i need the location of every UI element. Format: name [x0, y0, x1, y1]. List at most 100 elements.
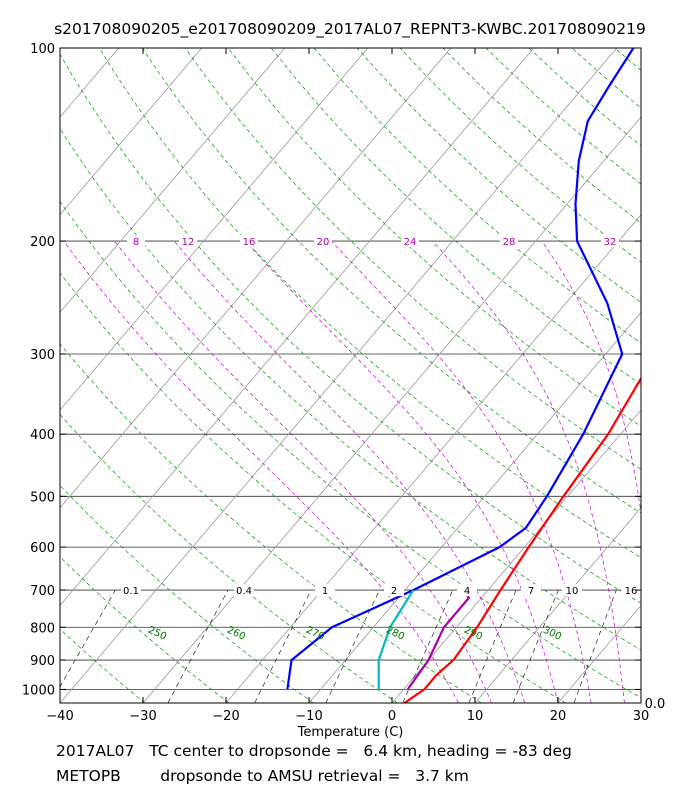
profile-line-1 — [403, 376, 641, 703]
mixing-ratio-label: 7 — [528, 586, 534, 597]
dry-adiabat-line — [60, 128, 641, 651]
isotherm-line — [557, 604, 641, 703]
profile-line-4 — [377, 589, 415, 690]
isotherm-label: 16 — [243, 237, 256, 248]
dry-adiabat-line — [99, 48, 641, 559]
mixing-ratio-line — [254, 589, 312, 703]
moist-adiabat-line — [173, 240, 526, 703]
x-tick-label: −30 — [129, 709, 156, 724]
mixing-ratio-line — [468, 589, 517, 703]
mixing-ratio-label-bg — [457, 584, 477, 597]
moist-adiabat-line — [63, 240, 459, 703]
mixing-ratio-line — [60, 589, 116, 688]
isotherm-label: 12 — [182, 237, 195, 248]
isotherm-line — [60, 48, 369, 411]
isotherm-label-bg — [240, 235, 258, 248]
mixing-ratio-label: 10 — [566, 586, 579, 597]
moist-adiabat-line — [114, 240, 492, 703]
dry-adiabat-line — [658, 48, 700, 703]
isotherm-line — [60, 48, 618, 703]
dry-adiabat-line — [60, 556, 230, 703]
isotherm-line — [391, 409, 641, 703]
x-tick-label: 30 — [633, 709, 650, 724]
dry-adiabat-line — [528, 48, 641, 147]
dry-adiabat-line — [571, 48, 641, 109]
isotherm-label-bg — [127, 235, 145, 248]
y-tick-label: 200 — [30, 235, 55, 250]
dry-adiabat-line — [60, 413, 398, 703]
isotherm-label-bg — [601, 235, 619, 248]
x-tick-label: 10 — [467, 709, 484, 724]
x-tick-label: −10 — [295, 709, 322, 724]
y-tick-label: 100 — [30, 42, 55, 57]
footer-line-1: 2017AL07 TC center to dropsonde = 6.4 km… — [56, 742, 572, 760]
mixing-ratio-label-bg — [121, 584, 141, 597]
dry-adiabat-line — [142, 48, 641, 514]
mixing-ratio-label: 2 — [391, 586, 397, 597]
isotherm-line — [60, 48, 452, 509]
x-tick-label: 20 — [550, 709, 567, 724]
mixing-ratio-line — [573, 589, 617, 703]
y-tick-label: 400 — [30, 428, 55, 443]
x-axis-title: Temperature (C) — [297, 725, 404, 740]
y-tick-label: 800 — [30, 621, 55, 636]
dry-adiabat-line — [60, 343, 482, 703]
y-tick-label: 700 — [30, 584, 55, 599]
mixing-ratio-label-bg — [621, 584, 641, 597]
dry-adiabat-line — [60, 701, 61, 703]
mixing-ratio-label-bg — [234, 584, 254, 597]
y-tick-label: 900 — [30, 654, 55, 669]
mixing-ratio-label: 1 — [322, 586, 328, 597]
y-tick-label: 1000 — [22, 683, 55, 698]
x-tick-label: −40 — [46, 709, 73, 724]
chart-title: s201708090205_e201708090209_2017AL07_REP… — [54, 20, 646, 38]
dry-adiabat-line — [356, 48, 641, 303]
isotherm-label-bg — [179, 235, 197, 248]
y-tick-label: 500 — [30, 490, 55, 505]
isotherm-line — [60, 48, 203, 216]
isotherm-line — [640, 702, 641, 703]
dry-adiabat-line — [60, 628, 146, 703]
dry-adiabat-line — [399, 48, 641, 263]
moist-adiabat-line — [245, 240, 559, 703]
mixing-ratio-label-bg — [384, 584, 404, 597]
dry-adiabat-line — [60, 53, 641, 604]
dry-adiabat-line — [313, 48, 641, 344]
isotherm-label: 8 — [133, 237, 139, 248]
moist-adiabat-line — [432, 240, 625, 703]
x-tick-label: 0 — [388, 709, 396, 724]
isotherm-label: 20 — [317, 237, 330, 248]
dry-adiabat-line — [60, 272, 566, 703]
isotherm-label: 32 — [604, 237, 617, 248]
dry-adiabat-line — [485, 48, 641, 185]
mixing-ratio-label: 4 — [464, 586, 470, 597]
dry-adiabat-line — [270, 48, 641, 385]
dry-adiabat-line — [60, 484, 314, 703]
isotherm-label-bg — [500, 235, 518, 248]
moist-adiabat-line — [331, 240, 592, 703]
moist-adiabat-line — [541, 240, 641, 516]
isotherm-line — [60, 48, 286, 314]
corner-label: 0.0 — [645, 697, 666, 712]
footer-line-2: METOPB dropsonde to AMSU retrieval = 3.7… — [56, 767, 469, 785]
isotherm-line — [60, 48, 120, 118]
dry-adiabat-line — [442, 48, 641, 224]
mixing-ratio-label: 0.4 — [236, 586, 252, 597]
dry-adiabat-line — [185, 48, 641, 470]
y-tick-label: 300 — [30, 348, 55, 363]
mixing-ratio-line — [512, 589, 559, 703]
isotherm-line — [142, 116, 641, 703]
isotherm-label-bg — [401, 235, 419, 248]
mixing-ratio-label: 0.1 — [123, 586, 139, 597]
mixing-ratio-line — [167, 589, 229, 703]
mixing-ratio-line — [325, 589, 380, 703]
dry-adiabat-line — [60, 200, 641, 699]
isotherm-label: 24 — [404, 237, 417, 248]
plot-frame — [59, 47, 642, 704]
mixing-ratio-line — [402, 589, 454, 703]
profile-line-2 — [286, 48, 635, 690]
mixing-ratio-label-bg — [315, 584, 335, 597]
isotherm-line — [60, 48, 535, 606]
isotherm-line — [0, 48, 36, 703]
